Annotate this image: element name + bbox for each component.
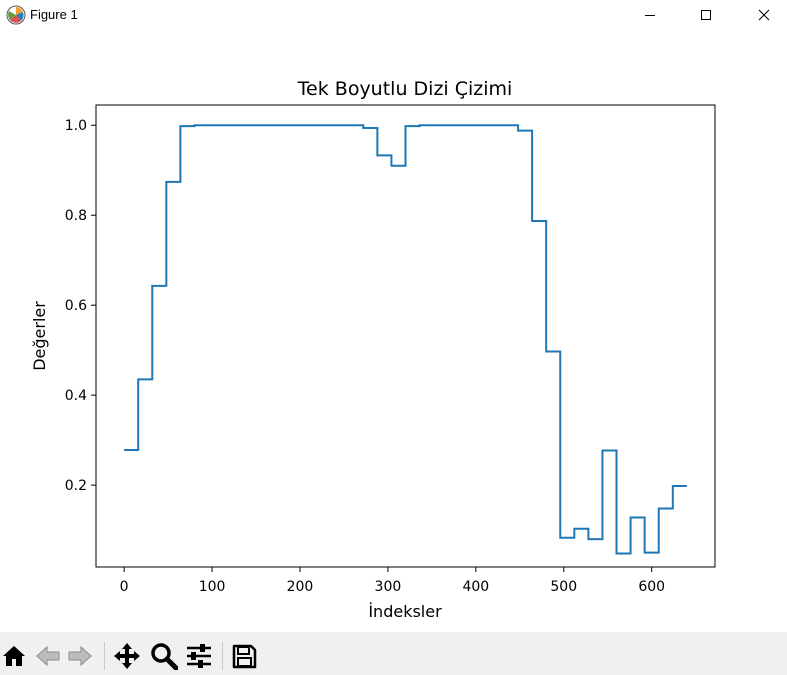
y-tick-label: 0.6 [65,298,87,314]
save-button[interactable] [230,642,258,670]
close-icon [758,9,770,21]
x-ticks: 0 100 200 300 400 500 600 [120,567,665,595]
y-tick-label: 0.2 [65,478,87,494]
forward-icon [68,645,92,667]
configure-subplots-icon [187,644,211,668]
save-icon [232,644,257,669]
axes-frame [95,104,716,568]
zoom-icon [151,643,178,670]
x-tick-label: 300 [375,579,402,595]
minimize-icon [645,15,655,16]
pan-button[interactable] [113,642,141,670]
toolbar-separator [222,642,223,670]
zoom-button[interactable] [150,642,178,670]
forward-button[interactable] [66,642,94,670]
back-icon [36,645,60,667]
home-button[interactable] [0,642,28,670]
home-icon [3,646,25,666]
x-tick-label: 600 [638,579,665,595]
chart-title: Tek Boyutlu Dizi Çizimi [297,78,513,100]
line-chart: Tek Boyutlu Dizi Çizimi 0.20.40.60.81.0 … [30,78,716,621]
x-tick-label: 500 [550,579,577,595]
maximize-button[interactable] [683,0,729,30]
y-tick-label: 0.4 [65,388,87,404]
configure-subplots-button[interactable] [185,642,213,670]
window-titlebar: Figure 1 [0,0,787,30]
series-line [124,124,687,555]
toolbar-separator [104,642,105,670]
minimize-button[interactable] [627,0,673,30]
pan-icon [114,643,140,669]
window-title: Figure 1 [30,7,78,22]
y-tick-label: 0.8 [65,208,87,224]
x-tick-label: 0 [120,579,129,595]
figure-canvas[interactable]: Tek Boyutlu Dizi Çizimi 0.2 0.4 0.6 0.8 1.0 … [0,30,787,632]
back-button[interactable] [34,642,62,670]
x-tick-label: 400 [462,579,489,595]
x-tick-label: 200 [287,579,314,595]
y-axis-label: Değerler [30,301,49,371]
y-tick-label: 1.0 [65,118,87,134]
close-button[interactable] [741,0,787,30]
x-axis-label: İndeksler [368,602,442,621]
navigation-toolbar [0,632,787,675]
y-ticks: 0.2 0.4 0.6 0.8 1.0 [65,118,96,494]
matplotlib-icon [6,5,26,25]
maximize-icon [701,10,711,20]
x-tick-label: 100 [199,579,226,595]
